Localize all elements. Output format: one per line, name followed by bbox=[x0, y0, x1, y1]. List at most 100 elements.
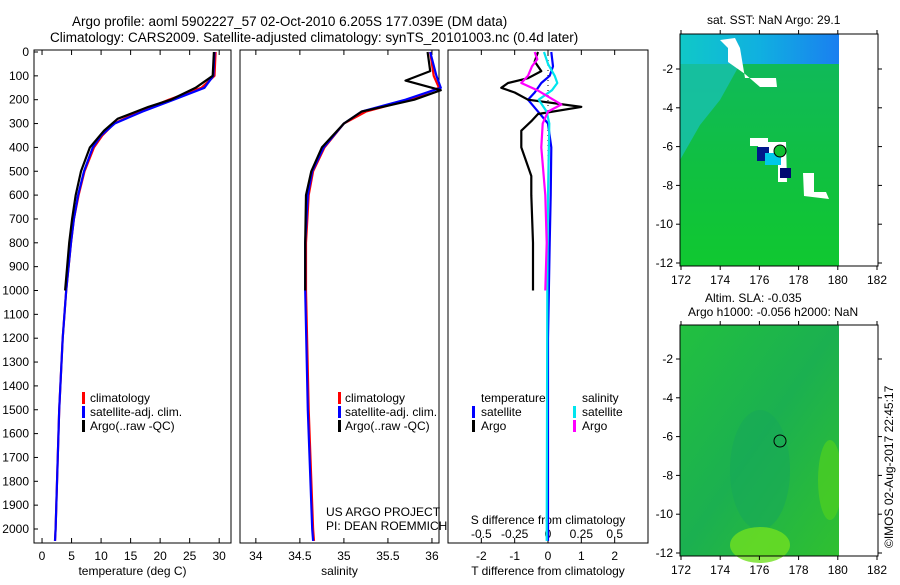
legend-label-s-satellite: satellite bbox=[582, 405, 623, 419]
sla-low-region bbox=[730, 410, 790, 530]
series-line-s-satellite bbox=[537, 51, 559, 541]
panel-temperature: 0 5 10 15 20 25 30 temperature (deg C) 0 100 200 30… bbox=[2, 45, 232, 578]
y-tick-label: -12 bbox=[656, 256, 674, 270]
x-tick-label: 178 bbox=[789, 563, 809, 577]
sla-map-title-line1: Altim. SLA: -0.035 bbox=[705, 291, 802, 305]
y-tick-label: 1400 bbox=[2, 379, 29, 393]
figure-title-line2: Climatology: CARS2009. Satellite-adjuste… bbox=[50, 30, 578, 45]
land-mask bbox=[720, 38, 777, 87]
x-tick-label: 10 bbox=[94, 549, 108, 563]
legend-swatch-climatology bbox=[338, 392, 341, 404]
y-tick-label: -2 bbox=[662, 62, 673, 76]
pi-credit: PI: DEAN ROEMMICH bbox=[326, 519, 447, 533]
x-tick-label: 178 bbox=[789, 273, 809, 287]
y-tick-label: 1100 bbox=[3, 307, 29, 321]
x-tick-label: 1 bbox=[578, 549, 585, 563]
y-tick-label: -10 bbox=[656, 217, 674, 231]
y-tick-label: 1000 bbox=[2, 284, 29, 298]
panel-difference: -2 -1 0 1 2T difference from climatology -0.5… bbox=[447, 49, 649, 578]
s-tick-label: 0.25 bbox=[570, 527, 594, 541]
sst-cold-pixel bbox=[780, 168, 791, 178]
legend-swatch-t-satellite bbox=[472, 406, 475, 418]
x-tick-label: 35 bbox=[337, 549, 351, 563]
y-tick-label: 1600 bbox=[2, 427, 29, 441]
y-tick-label: -8 bbox=[662, 178, 673, 192]
x-tick-label: -2 bbox=[476, 549, 487, 563]
sst-map: sat. SST: NaN Argo: 29.1 172 174 176 178 180… bbox=[656, 13, 888, 287]
s-tick-label: -0.25 bbox=[501, 527, 529, 541]
y-tick-label: 100 bbox=[9, 69, 29, 83]
plot-frame bbox=[33, 49, 232, 544]
legend-label-satellite: satellite-adj. clim. bbox=[345, 405, 437, 419]
land-mask bbox=[803, 173, 829, 199]
y-tick-label: 1900 bbox=[2, 498, 29, 512]
x-tick-label: 174 bbox=[710, 273, 730, 287]
sst-warm-pool-band bbox=[680, 34, 839, 64]
legend-label-s-argo: Argo bbox=[582, 419, 608, 433]
legend-swatch-satellite bbox=[338, 406, 341, 418]
x-tick-label: 0 bbox=[39, 549, 46, 563]
figure-title-line1: Argo profile: aoml 5902227_57 02-Oct-201… bbox=[72, 14, 507, 29]
legend-heading-temperature: temperature bbox=[481, 391, 546, 405]
y-tick-label: 500 bbox=[9, 164, 29, 178]
sst-map-axes: 172 174 176 178 180 182 -2 -4 -6 -8 -10 -12 bbox=[656, 30, 887, 287]
legend-label-climatology: climatology bbox=[90, 391, 150, 405]
sla-map: Altim. SLA: -0.035 Argo h1000: -0.056 h2… bbox=[656, 291, 888, 577]
y-tick-label: 600 bbox=[9, 188, 29, 202]
x-tick-label: 0 bbox=[545, 549, 552, 563]
no-data-region bbox=[839, 325, 878, 556]
x-tick-label: 30 bbox=[213, 549, 227, 563]
legend-swatch-t-argo bbox=[472, 420, 475, 432]
argo-location-marker bbox=[773, 144, 787, 158]
y-tick-label: -8 bbox=[662, 468, 673, 482]
panel-salinity: 34 34.5 35 35.5 36 salinity bbox=[239, 49, 442, 578]
plot-frame bbox=[239, 49, 440, 544]
x-axis-label: temperature (deg C) bbox=[78, 564, 186, 578]
y-tick-label: 700 bbox=[9, 212, 29, 226]
legend-label-argo: Argo(..raw -QC) bbox=[90, 419, 175, 433]
x-tick-label: 15 bbox=[124, 549, 138, 563]
legend-label-argo: Argo(..raw -QC) bbox=[345, 419, 430, 433]
series-line-t-satellite bbox=[526, 51, 555, 541]
x-tick-label: 35.5 bbox=[376, 549, 400, 563]
x-tick-label: 180 bbox=[828, 273, 848, 287]
sst-cyan-region bbox=[680, 64, 740, 160]
x-tick-label: 176 bbox=[749, 273, 769, 287]
x-tick-label: 172 bbox=[671, 563, 691, 577]
series-line-climatology bbox=[53, 51, 217, 541]
legend-swatch-argo bbox=[82, 420, 85, 432]
legend-label-t-satellite: satellite bbox=[481, 405, 522, 419]
x-tick-label: 182 bbox=[867, 563, 887, 577]
y-tick-label: -4 bbox=[662, 101, 673, 115]
x-tick-label: 180 bbox=[828, 563, 848, 577]
y-tick-label: -6 bbox=[662, 430, 673, 444]
x-tick-label: 20 bbox=[153, 549, 167, 563]
legend-swatch-s-argo bbox=[573, 420, 576, 432]
x-tick-label: 176 bbox=[749, 563, 769, 577]
y-tick-label: 800 bbox=[9, 236, 29, 250]
y-tick-label: 2000 bbox=[2, 522, 29, 536]
sla-high-region bbox=[730, 527, 790, 563]
y-tick-label: -6 bbox=[662, 140, 673, 154]
x-tick-label: 5 bbox=[68, 549, 75, 563]
x-tick-label: 34.5 bbox=[288, 549, 312, 563]
y-tick-label: -10 bbox=[656, 507, 674, 521]
x-tick-label: 25 bbox=[183, 549, 197, 563]
y-tick-label: 1700 bbox=[2, 450, 29, 464]
x-tick-label: 2 bbox=[611, 549, 618, 563]
project-credit: US ARGO PROJECT bbox=[326, 505, 441, 519]
y-tick-label: 1500 bbox=[2, 403, 29, 417]
series-line-argo-raw-qc- bbox=[64, 51, 215, 291]
y-tick-label: 300 bbox=[9, 117, 29, 131]
salinity-legend: climatology satellite-adj. clim. Argo(..… bbox=[326, 391, 447, 533]
x-tick-label: 174 bbox=[710, 563, 730, 577]
sla-map-frame bbox=[679, 324, 879, 557]
y-tick-label: 1200 bbox=[2, 331, 29, 345]
sla-map-title-line2: Argo h1000: -0.056 h2000: NaN bbox=[688, 305, 858, 319]
x-axis-label: salinity bbox=[321, 564, 358, 578]
difference-legend: temperature salinity satellite Argo sate… bbox=[472, 391, 623, 433]
sla-map-axes: 172 174 176 178 180 182 -2 -4 -6 -8 -10 -12 bbox=[656, 321, 887, 577]
sst-map-title: sat. SST: NaN Argo: 29.1 bbox=[707, 13, 841, 27]
